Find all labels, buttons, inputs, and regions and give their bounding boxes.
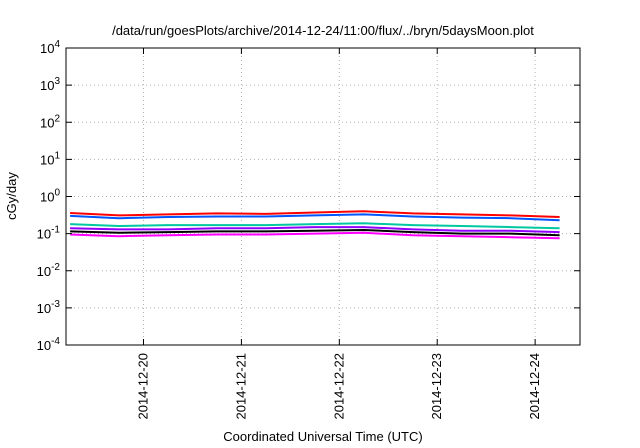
x-tick-label: 2014-12-20 bbox=[136, 353, 151, 420]
x-tick-labels: 2014-12-20 2014-12-21 2014-12-22 2014-12-23… bbox=[136, 353, 543, 420]
y-tick-label: 101 bbox=[40, 150, 60, 167]
series-line-5 bbox=[70, 229, 560, 237]
series-line-1 bbox=[70, 210, 560, 218]
x-tick-label: 2014-12-22 bbox=[331, 353, 346, 420]
y-tick-label: 104 bbox=[40, 39, 60, 56]
series-line-2 bbox=[70, 213, 560, 222]
series-lines bbox=[70, 210, 560, 240]
y-tick-label: 10-3 bbox=[37, 299, 61, 316]
y-tick-label: 103 bbox=[40, 76, 60, 93]
chart-title: /data/run/goesPlots/archive/2014-12-24/1… bbox=[112, 23, 534, 38]
y-tick-label: 10-1 bbox=[37, 225, 61, 242]
y-tick-labels: 10-4 10-3 10-2 10-1 100 101 102 103 104 bbox=[37, 39, 61, 353]
y-tick-label: 100 bbox=[40, 188, 60, 205]
y-tick-label: 10-4 bbox=[37, 336, 61, 353]
series-line-6 bbox=[70, 231, 560, 240]
x-tick-label: 2014-12-21 bbox=[233, 353, 248, 420]
axis-ticks bbox=[66, 47, 580, 346]
x-axis-title: Coordinated Universal Time (UTC) bbox=[223, 429, 422, 444]
x-tick-label: 2014-12-23 bbox=[429, 353, 444, 420]
grid-lines bbox=[66, 48, 580, 345]
x-tick-label: 2014-12-24 bbox=[527, 353, 542, 420]
y-tick-label: 10-2 bbox=[37, 262, 61, 279]
y-tick-label: 102 bbox=[40, 113, 60, 130]
y-axis-title: cGy/day bbox=[4, 172, 19, 220]
series-line-3 bbox=[70, 222, 560, 230]
series-line-4 bbox=[70, 226, 560, 234]
